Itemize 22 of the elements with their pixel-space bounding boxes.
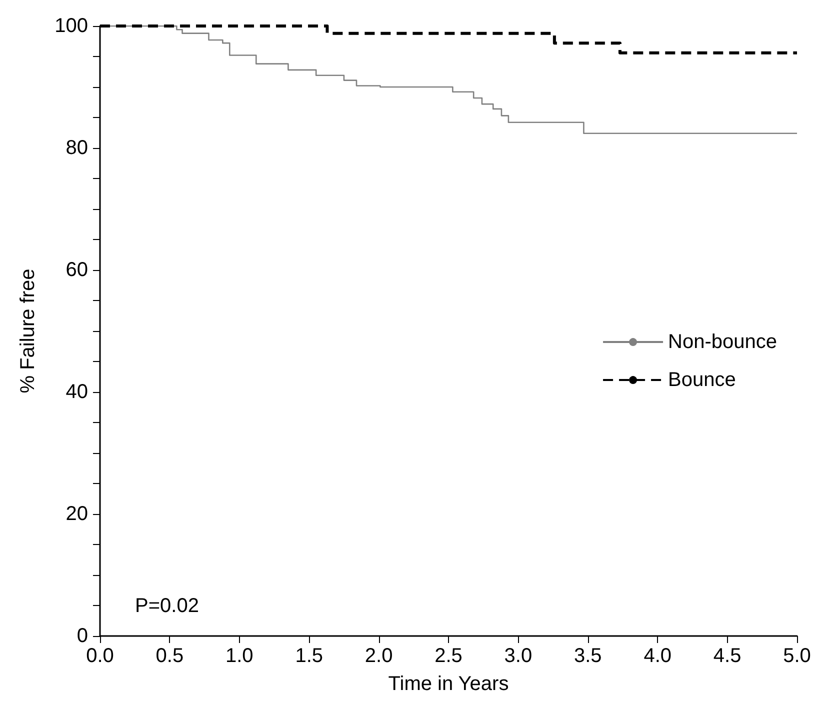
- annotation: P=0.02: [135, 595, 199, 617]
- legend-label: Bounce: [668, 369, 736, 392]
- y-tick-label: 40: [66, 381, 88, 403]
- x-tick-label: 2.5: [434, 645, 462, 667]
- y-tick-label: 60: [66, 259, 88, 281]
- y-axis-title: % Failure free: [17, 268, 39, 394]
- y-tick-label: 80: [66, 137, 88, 159]
- x-tick-label: 0.5: [156, 645, 184, 667]
- x-tick-label: 3.5: [574, 645, 602, 667]
- x-tick-label: 4.5: [713, 645, 742, 667]
- x-tick-label: 5.0: [783, 645, 811, 667]
- x-tick-label: 0.0: [86, 645, 114, 667]
- x-tick-label: 1.5: [295, 645, 324, 667]
- y-tick-label: 0: [76, 625, 88, 647]
- x-tick-label: 3.0: [504, 645, 532, 667]
- y-tick-label: 100: [54, 15, 88, 37]
- x-tick-label: 4.0: [644, 645, 672, 667]
- legend-label: Non-bounce: [668, 331, 778, 354]
- y-tick-label: 20: [66, 503, 88, 525]
- x-tick-label: 2.0: [364, 645, 393, 667]
- x-axis-title: Time in Years: [388, 673, 509, 695]
- x-tick-label: 1.0: [225, 645, 254, 667]
